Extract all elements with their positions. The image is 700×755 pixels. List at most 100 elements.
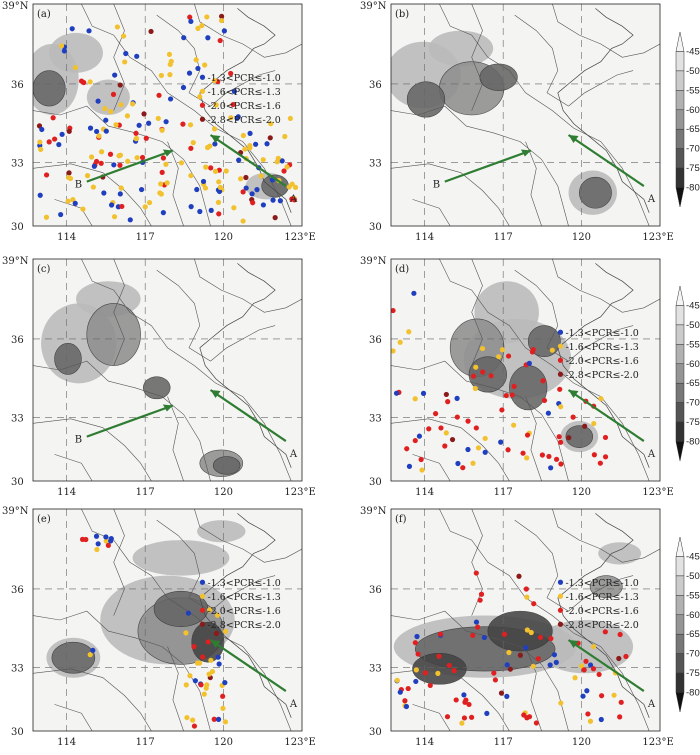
- pcr-station-dot: [404, 446, 410, 452]
- pcr-station-dot: [86, 28, 92, 34]
- pcr-station-dot: [482, 435, 488, 442]
- colorbar-segment: [675, 51, 685, 72]
- legend-dot: [557, 329, 564, 335]
- cloud-top-region: [589, 575, 623, 599]
- pcr-station-dot: [103, 534, 109, 540]
- longitude-tick-label: 114: [57, 487, 76, 498]
- pcr-station-dot: [498, 439, 504, 445]
- pcr-station-dot: [56, 141, 62, 148]
- pcr-station-dot: [117, 82, 123, 88]
- pcr-station-dot: [461, 715, 468, 721]
- longitude-tick-label: 123°E: [284, 737, 315, 748]
- latitude-tick-label: 33: [11, 414, 24, 425]
- latitude-tick-label: 33: [369, 414, 382, 425]
- pcr-station-dot: [98, 160, 104, 166]
- pcr-station-dot: [435, 670, 441, 676]
- colorbar-tick-label: -60: [686, 105, 700, 116]
- pcr-station-dot: [602, 629, 608, 635]
- pcr-station-dot: [541, 397, 548, 404]
- pcr-station-dot: [412, 396, 418, 402]
- colorbar-segment: [675, 575, 685, 596]
- pcr-station-dot: [201, 691, 207, 697]
- colorbar-tick-label: -55: [686, 85, 700, 96]
- arrow-a-head: [210, 389, 221, 398]
- latitude-tick-label: 30: [369, 727, 382, 738]
- pcr-station-dot: [164, 180, 170, 186]
- pcr-station-dot: [178, 160, 185, 166]
- province-border: [54, 704, 93, 731]
- pcr-station-dot: [118, 185, 124, 191]
- colorbar-tick-label: -70: [686, 398, 700, 409]
- colorbar-segment: [675, 31, 685, 52]
- pcr-station-dot: [208, 657, 214, 663]
- pcr-station-dot: [528, 629, 534, 636]
- pcr-station-dot: [530, 663, 536, 669]
- longitude-tick-label: 114: [57, 232, 76, 243]
- arrow-a: [567, 639, 645, 692]
- pcr-station-dot: [240, 189, 246, 195]
- cloud-top-region: [197, 520, 246, 543]
- pcr-station-dot: [598, 396, 604, 402]
- pcr-station-dot: [506, 649, 512, 656]
- longitude-tick-label: 123°E: [284, 487, 315, 498]
- pcr-station-dot: [393, 390, 400, 396]
- pcr-station-dot: [222, 719, 229, 725]
- arrow-b-label: B: [75, 435, 82, 446]
- pcr-station-dot: [202, 185, 209, 191]
- legend-dot: [199, 593, 206, 599]
- province-border: [194, 509, 302, 563]
- pcr-station-dot: [524, 432, 531, 438]
- pcr-station-dot: [190, 140, 196, 146]
- pcr-station-dot: [507, 666, 513, 672]
- pcr-station-dot: [188, 145, 194, 151]
- pcr-station-dot: [184, 714, 190, 721]
- colorbar-tick-label: -50: [686, 571, 700, 582]
- pcr-station-dot: [596, 671, 602, 678]
- pcr-station-dot: [202, 62, 208, 68]
- panel-label: (a): [37, 9, 51, 20]
- pcr-station-dot: [158, 72, 164, 79]
- pcr-station-dot: [412, 640, 418, 646]
- coastline: [199, 513, 292, 718]
- pcr-station-dot: [484, 710, 490, 716]
- pcr-station-dot: [112, 72, 118, 78]
- pcr-station-dot: [236, 157, 242, 163]
- pcr-station-dot: [480, 369, 486, 375]
- pcr-station-dot: [98, 149, 105, 155]
- pcr-station-dot: [540, 378, 546, 384]
- map-panel-e: A -1.3<PCR≤-1.0 -1.6<PCR≤-1.3 -2.0<PCR≤-1.6…: [2, 506, 316, 748]
- arrow-a: [567, 389, 645, 442]
- panel-frame: [390, 3, 661, 227]
- pcr-station-dot: [80, 206, 86, 212]
- pcr-station-dot: [289, 181, 295, 187]
- arrow-b-head: [520, 149, 531, 157]
- pcr-station-dot: [254, 187, 260, 193]
- pcr-station-dot: [445, 399, 451, 405]
- legend-label: -1.3<PCR≤-1.0: [565, 328, 638, 339]
- colorbar-tick-label: -45: [686, 46, 700, 57]
- pcr-station-dot: [133, 130, 139, 136]
- pcr-station-dot: [230, 101, 236, 108]
- pcr-station-dot: [218, 13, 225, 19]
- cloud-top-region: [212, 456, 241, 475]
- cloud-top-region: [54, 343, 82, 375]
- pcr-station-dot: [58, 211, 64, 218]
- legend-dot: [557, 579, 564, 585]
- pcr-station-dot: [247, 143, 253, 149]
- pcr-station-dot: [87, 79, 93, 85]
- pcr-station-dot: [422, 670, 428, 676]
- pcr-station-dot: [197, 94, 203, 100]
- arrow-a-head: [210, 639, 221, 648]
- longitude-tick-label: 114: [415, 737, 434, 748]
- pcr-station-dot: [87, 125, 94, 131]
- pcr-station-dot: [143, 135, 149, 141]
- pcr-station-dot: [617, 631, 623, 638]
- pcr-station-dot: [253, 141, 259, 147]
- pcr-station-dot: [166, 51, 173, 57]
- longitude-tick-label: 114: [415, 487, 434, 498]
- pcr-station-dot: [107, 151, 114, 157]
- pcr-station-dot: [413, 667, 419, 673]
- pcr-station-dot: [103, 117, 109, 123]
- latitude-tick-label: 30: [11, 727, 24, 738]
- pcr-station-dot: [465, 446, 471, 453]
